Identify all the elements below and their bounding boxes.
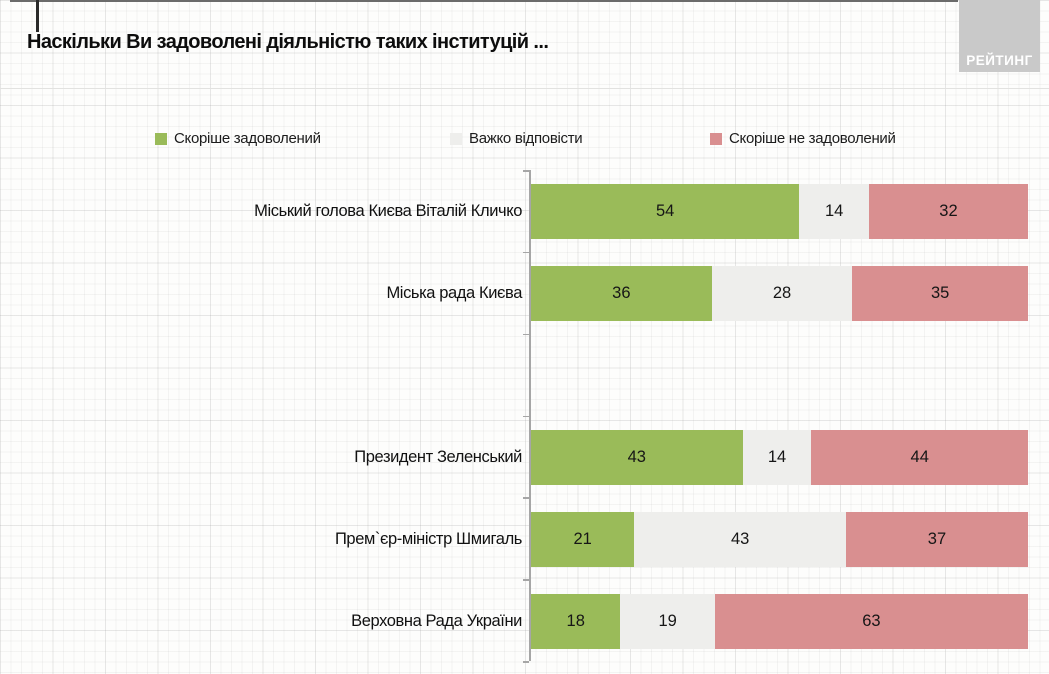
bar-segment: 43: [531, 429, 743, 485]
chart-row: Міський голова Києва Віталій Кличко 54 14 3…: [0, 171, 1049, 253]
stacked-bar: 18 19 63: [531, 593, 1028, 649]
legend-swatch-icon: [155, 132, 167, 145]
bar-segment: 14: [799, 184, 869, 240]
chart-row: Міська рада Києва 36 28 35: [0, 253, 1049, 335]
title-divider: [0, 88, 1049, 89]
chart-row: Верховна Рада України 18 19 63: [0, 580, 1049, 662]
bar-segment: 36: [531, 266, 712, 322]
stacked-bar: 43 14 44: [531, 429, 1028, 485]
legend-item: Скоріше не задоволений: [710, 130, 896, 147]
legend-label: Скоріше задоволений: [174, 130, 321, 147]
row-label: Прем`єр-міністр Шмигаль: [334, 529, 522, 548]
chart-row: Президент Зеленський 43 14 44: [0, 416, 1049, 498]
axis-tick: [523, 333, 529, 336]
bar-segment: 44: [811, 429, 1028, 485]
chart-row: Прем`єр-міністр Шмигаль 21 43 37: [0, 498, 1049, 580]
bar-segment: 18: [531, 593, 621, 649]
row-label: Міський голова Києва Віталій Кличко: [254, 202, 522, 221]
bar-segment: 14: [742, 429, 812, 485]
legend-item: Важко відповісти: [450, 130, 583, 147]
left-crop-artifact: [36, 0, 39, 32]
legend-label: Скоріше не задоволений: [729, 130, 896, 147]
bar-segment: 35: [852, 266, 1028, 322]
row-label: Верховна Рада України: [351, 611, 522, 630]
bar-segment: 37: [845, 511, 1028, 567]
bar-segment: 19: [620, 593, 715, 649]
bar-segment: 28: [711, 266, 853, 322]
stacked-bar: 36 28 35: [531, 266, 1028, 322]
page-title: Наскільки Ви задоволені діяльністю таких…: [27, 31, 549, 53]
rating-logo-text: РЕЙТИНГ: [966, 53, 1033, 68]
row-label: Міська рада Києва: [386, 284, 522, 303]
legend-swatch-icon: [710, 132, 722, 145]
axis-tick: [523, 251, 529, 254]
bar-segment: 32: [868, 184, 1028, 240]
bar-segment: 54: [531, 184, 800, 240]
rating-group-logo: РЕЙТИНГ: [959, 0, 1040, 72]
axis-tick: [523, 661, 529, 663]
axis-tick: [523, 415, 529, 417]
row-label: Президент Зеленський: [354, 447, 522, 466]
legend: Скоріше задоволений Важко відповісти Скорі…: [0, 130, 1049, 148]
stacked-bar: 21 43 37: [531, 511, 1028, 567]
bar-segment: 63: [714, 593, 1028, 649]
legend-label: Важко відповісти: [469, 130, 583, 147]
top-border-line: [10, 0, 958, 2]
category-axis-line: [529, 170, 531, 661]
bar-segment: 43: [634, 511, 846, 567]
legend-swatch-icon: [450, 132, 462, 145]
axis-tick: [523, 579, 529, 581]
axis-tick: [523, 170, 529, 172]
legend-item: Скоріше задоволений: [155, 130, 321, 147]
stacked-bar: 54 14 32: [531, 184, 1028, 240]
bar-segment: 21: [531, 511, 635, 567]
chart-row: [0, 335, 1049, 417]
axis-tick: [523, 497, 529, 499]
chart-rows: Міський голова Києва Віталій Кличко 54 14 3…: [0, 171, 1049, 662]
